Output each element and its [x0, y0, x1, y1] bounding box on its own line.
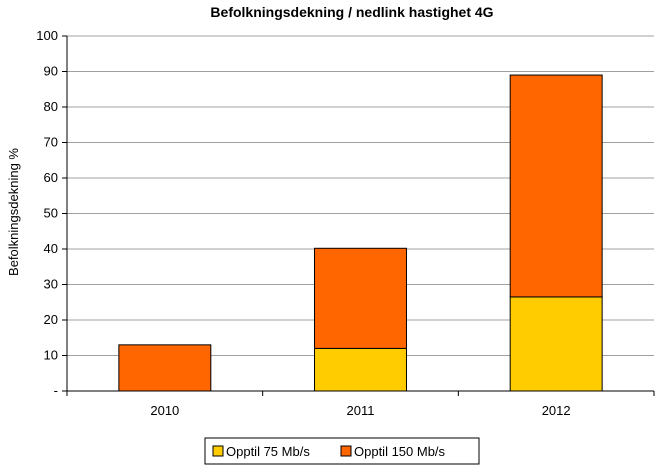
gridlines	[67, 35, 654, 356]
y-tick-label: -	[54, 383, 58, 398]
bars	[118, 74, 603, 392]
y-tick-label: 20	[44, 312, 58, 327]
legend-swatch	[212, 445, 224, 457]
y-ticks: - 10 20 30 40 50 60 70 80 90 100	[36, 28, 67, 398]
legend-label: Opptil 75 Mb/s	[226, 444, 310, 459]
legend: Opptil 75 Mb/s Opptil 150 Mb/s	[204, 437, 480, 465]
y-tick-label: 90	[44, 64, 58, 79]
y-tick-label: 70	[44, 135, 58, 150]
bar-opptil-150-mb-s-2010	[118, 344, 212, 392]
y-tick-label: 10	[44, 348, 58, 363]
chart-title: Befolkningsdekning / nedlink hastighet 4…	[210, 4, 493, 20]
bar-opptil-150-mb-s-2012	[509, 74, 603, 298]
y-tick-label: 80	[44, 99, 58, 114]
y-tick-label: 50	[44, 206, 58, 221]
x-tick-label: 2010	[150, 403, 179, 418]
y-axis-label: Befolkningsdekning %	[6, 148, 21, 276]
bar-opptil-150-mb-s-2011	[314, 247, 407, 349]
y-tick-label: 60	[44, 170, 58, 185]
bar-opptil-75-mb-s-2011	[314, 347, 407, 392]
x-tick-label: 2011	[347, 403, 375, 418]
bar-opptil-75-mb-s-2012	[509, 296, 603, 392]
y-tick-label: 30	[44, 277, 58, 292]
y-tick-label: 100	[36, 28, 58, 43]
legend-swatch	[340, 445, 352, 457]
x-tick-label: 2012	[542, 403, 571, 418]
x-ticks: 2010 2011 2012	[66, 391, 655, 418]
legend-label: Opptil 150 Mb/s	[354, 444, 446, 459]
y-tick-label: 40	[44, 241, 58, 256]
